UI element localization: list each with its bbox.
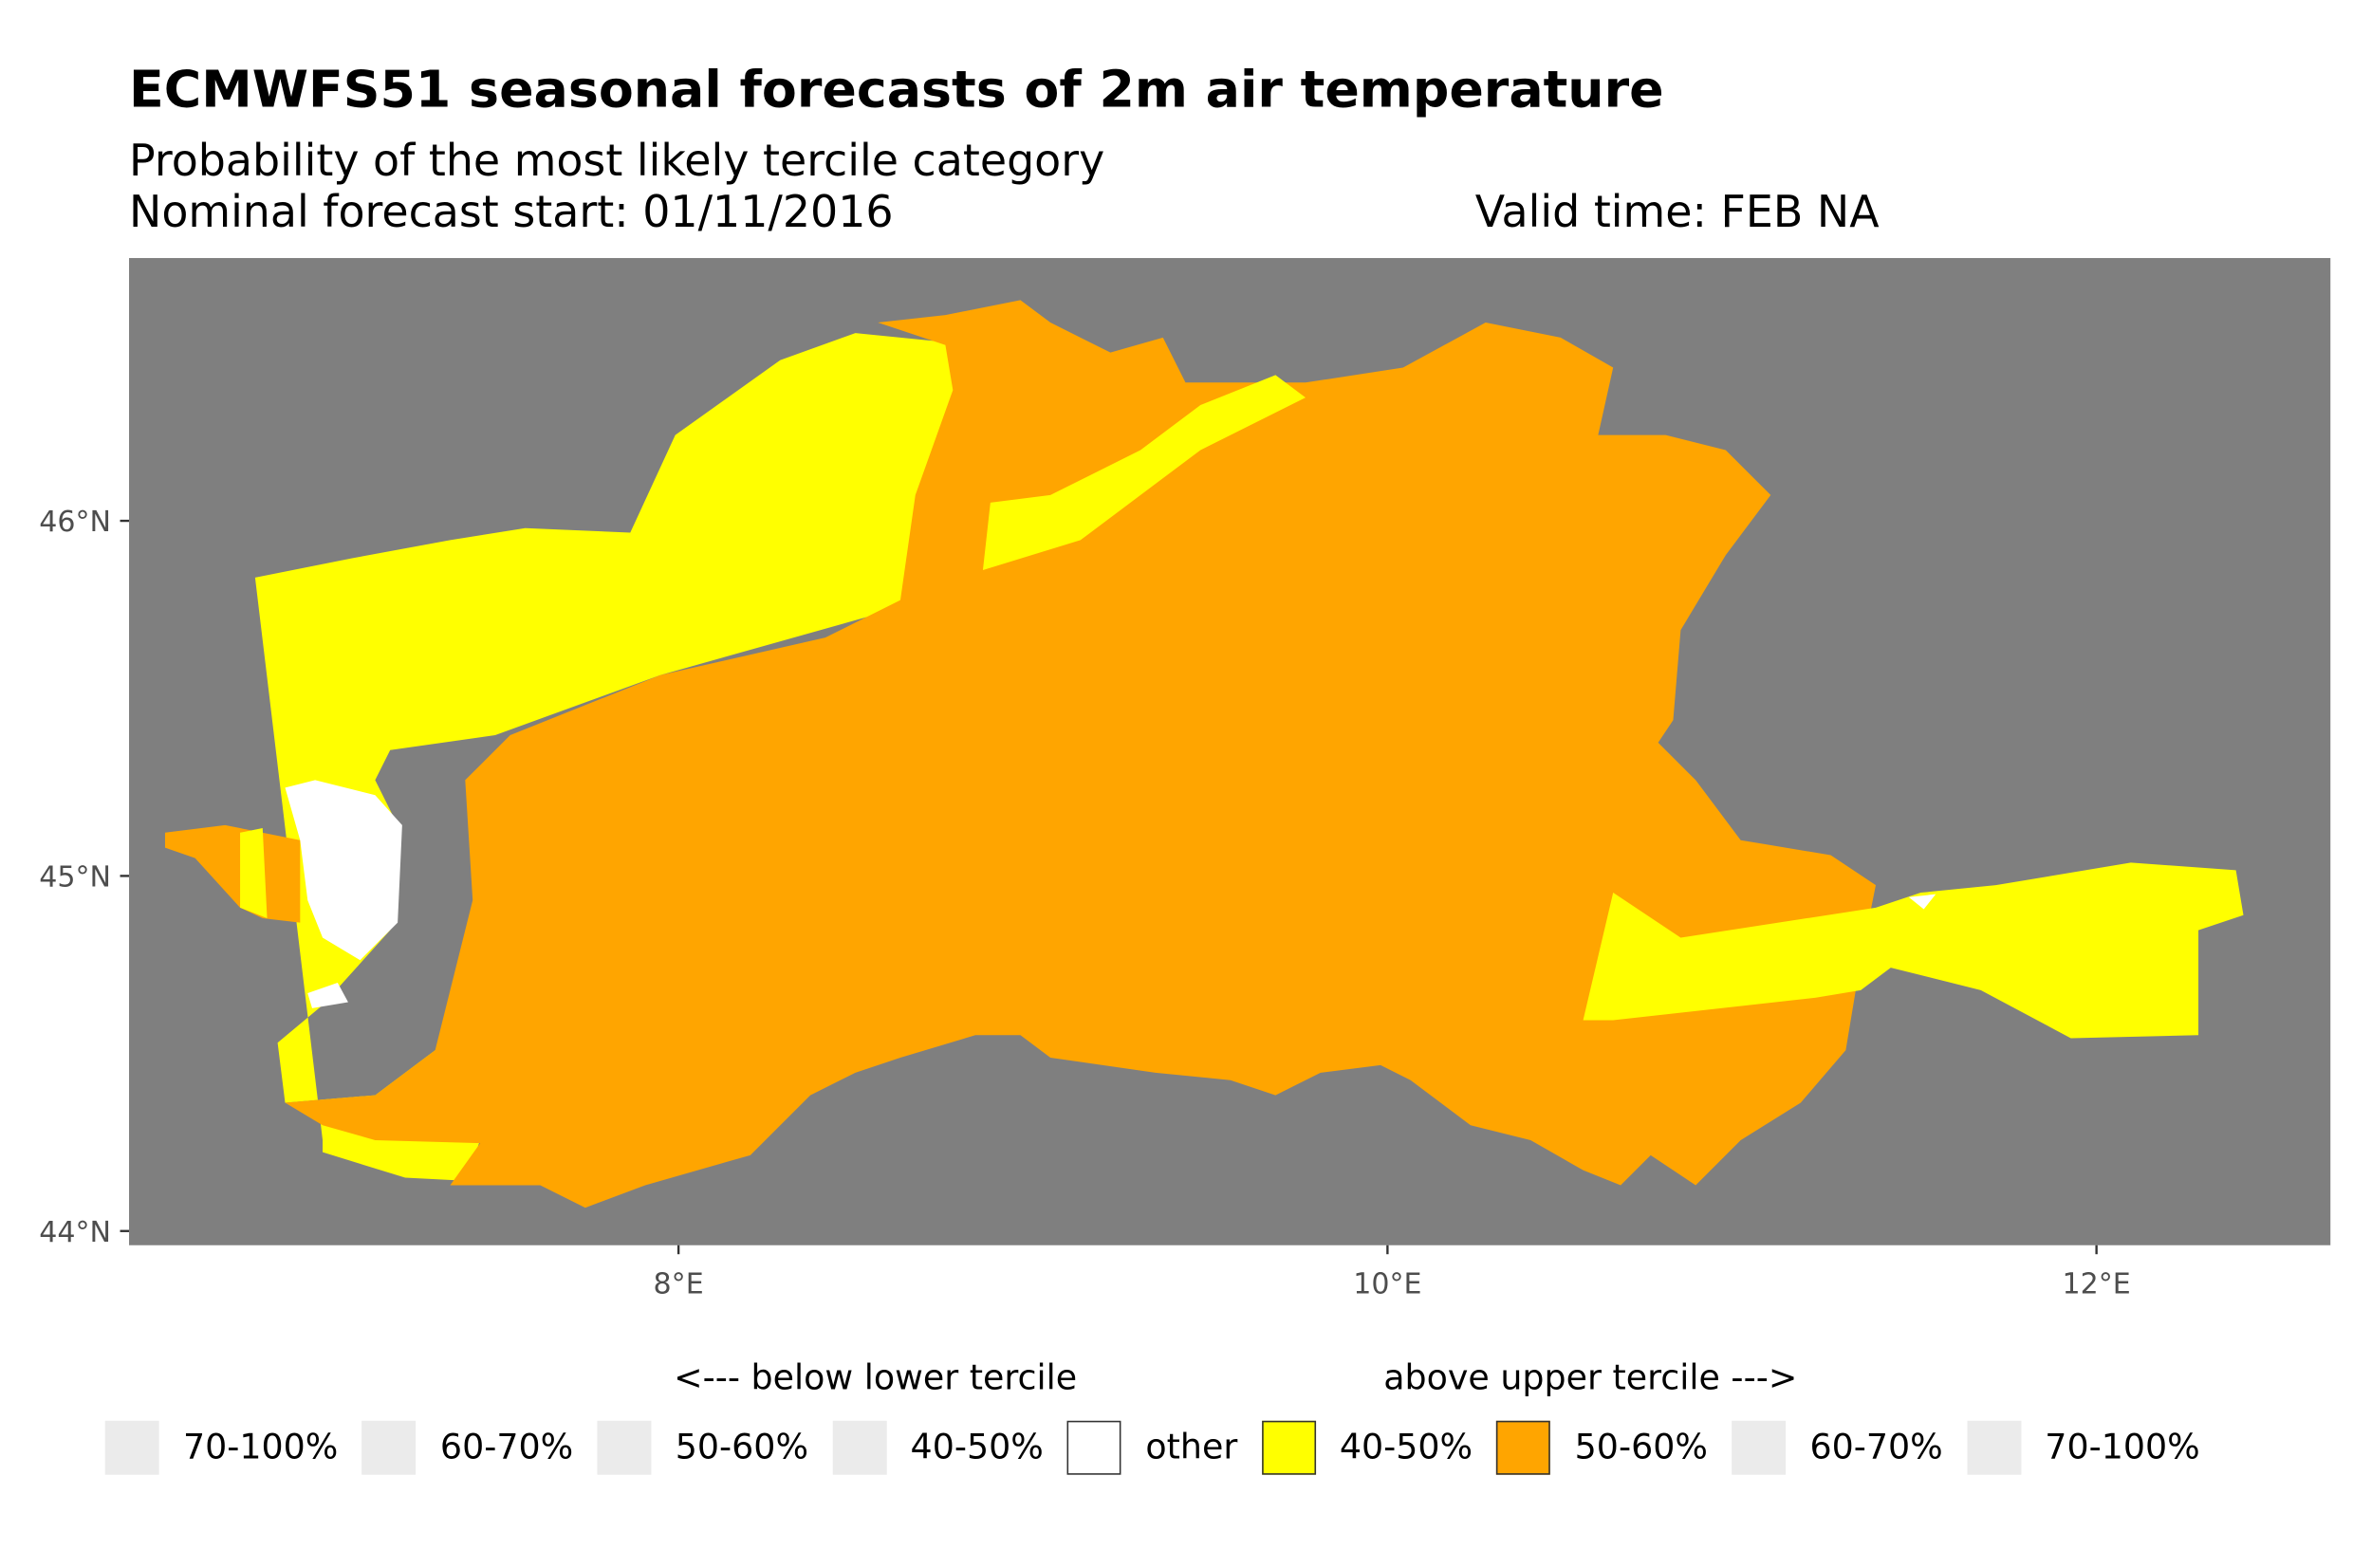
- region-other-east: [1908, 894, 1936, 910]
- legend-key-above: [1496, 1420, 1551, 1475]
- region-other: [285, 780, 402, 961]
- valid-time: Valid time: FEB NA: [1474, 186, 1880, 237]
- legend-label: 40-50%: [910, 1428, 1044, 1467]
- x-tick-label: 10°E: [1353, 1267, 1421, 1301]
- legend-key-below: [361, 1420, 417, 1475]
- legend-key-other: [1067, 1420, 1122, 1475]
- legend-key-above: [1732, 1420, 1787, 1475]
- chart-subtitle: Probability of the most likely tercile c…: [129, 135, 1105, 187]
- region-above-40-50-east: [1583, 862, 2244, 1039]
- legend-key-below: [597, 1420, 652, 1475]
- region-above-50-60-main: [285, 300, 1876, 1208]
- legend-key-below: [104, 1420, 159, 1475]
- legend-label: 50-60%: [1574, 1428, 1708, 1467]
- region-above-40-50-west: [254, 333, 961, 1141]
- forecast-start: Nominal forecast start: 01/11/2016: [129, 186, 894, 237]
- legend-key-above: [1261, 1420, 1316, 1475]
- legend-label: 60-70%: [439, 1428, 574, 1467]
- chart-title: ECMWFS51 seasonal forecasts of 2m air te…: [129, 60, 1664, 120]
- region-other-small: [307, 982, 348, 1008]
- legend-key-above: [1967, 1420, 2021, 1475]
- legend-key-below: [832, 1420, 887, 1475]
- region-above-50-60-west: [164, 824, 301, 923]
- y-tick-label: 46°N: [39, 506, 111, 539]
- legend: 70-100% 60-70% 50-60% 40-50% other 40-50% 50-6…: [104, 1419, 2224, 1476]
- legend-label: other: [1145, 1428, 1238, 1467]
- region-above-40-50-northeast: [982, 375, 1306, 571]
- x-tick-label: 8°E: [654, 1267, 704, 1301]
- axes: 8°E 10°E 12°E 44°N 45°N 46°N: [39, 506, 2130, 1301]
- legend-label: 60-70%: [1809, 1428, 1943, 1467]
- map-regions: [164, 300, 2244, 1208]
- legend-label: 50-60%: [675, 1428, 809, 1467]
- y-tick-label: 44°N: [39, 1216, 111, 1249]
- x-tick-label: 12°E: [2063, 1267, 2131, 1301]
- y-tick-label: 45°N: [39, 860, 111, 894]
- legend-label: 70-100%: [182, 1428, 339, 1467]
- legend-label: 40-50%: [1339, 1428, 1473, 1467]
- region-above-40-50-west-strip: [240, 828, 268, 918]
- region-above-40-50-south: [323, 1133, 481, 1181]
- legend-label: 70-100%: [2045, 1428, 2200, 1467]
- legend-above-title: above upper tercile --->: [1383, 1358, 1798, 1399]
- legend-below-title: <--- below lower tercile: [674, 1358, 1078, 1399]
